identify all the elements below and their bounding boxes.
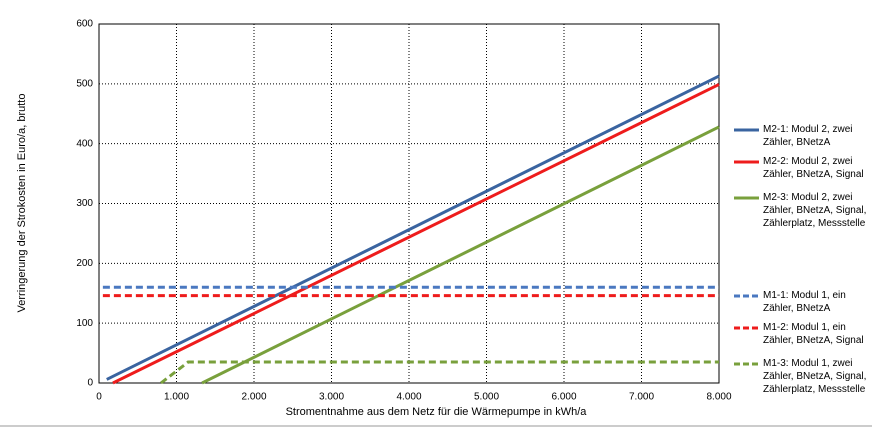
y-tick-label: 600 <box>76 19 93 30</box>
y-tick-label: 400 <box>76 138 93 149</box>
y-tick-label: 0 <box>87 378 93 389</box>
x-tick-label: 6.000 <box>551 392 576 403</box>
x-tick-label: 8.000 <box>706 392 731 403</box>
legend-label: M1-1: Modul 1, ein Zähler, BNetzA <box>763 290 846 314</box>
legend-label: M1-3: Modul 1, zwei Zähler, BNetzA, Sign… <box>763 358 867 395</box>
x-tick-label: 3.000 <box>319 392 344 403</box>
series-line <box>112 83 720 385</box>
x-tick-label: 7.000 <box>629 392 654 403</box>
x-tick-label: 2.000 <box>241 392 266 403</box>
series-line <box>160 360 719 385</box>
y-axis-label: Verringerung der Strokosten in Euro/a, b… <box>16 94 28 313</box>
legend-label: M2-3: Modul 2, zwei Zähler, BNetzA, Sign… <box>763 192 867 229</box>
series-line <box>106 74 720 381</box>
series-line <box>201 125 720 385</box>
y-tick-label: 300 <box>76 198 93 209</box>
y-tick-label: 200 <box>76 258 93 269</box>
y-tick-label: 500 <box>76 78 93 89</box>
legend-label: M2-1: Modul 2, zwei Zähler, BNetzA <box>763 124 853 148</box>
x-tick-label: 5.000 <box>474 392 499 403</box>
x-tick-label: 0 <box>96 392 102 403</box>
y-tick-label: 100 <box>76 318 93 329</box>
legend-label: M1-2: Modul 1, ein Zähler, BNetzA, Signa… <box>763 322 864 346</box>
plot-frame <box>98 23 720 384</box>
legend-label: M2-2: Modul 2, zwei Zähler, BNetzA, Sign… <box>763 156 864 180</box>
x-axis-label: Stromentnahme aus dem Netz für die Wärme… <box>286 406 588 418</box>
x-tick-label: 1.000 <box>164 392 189 403</box>
x-tick-label: 4.000 <box>396 392 421 403</box>
